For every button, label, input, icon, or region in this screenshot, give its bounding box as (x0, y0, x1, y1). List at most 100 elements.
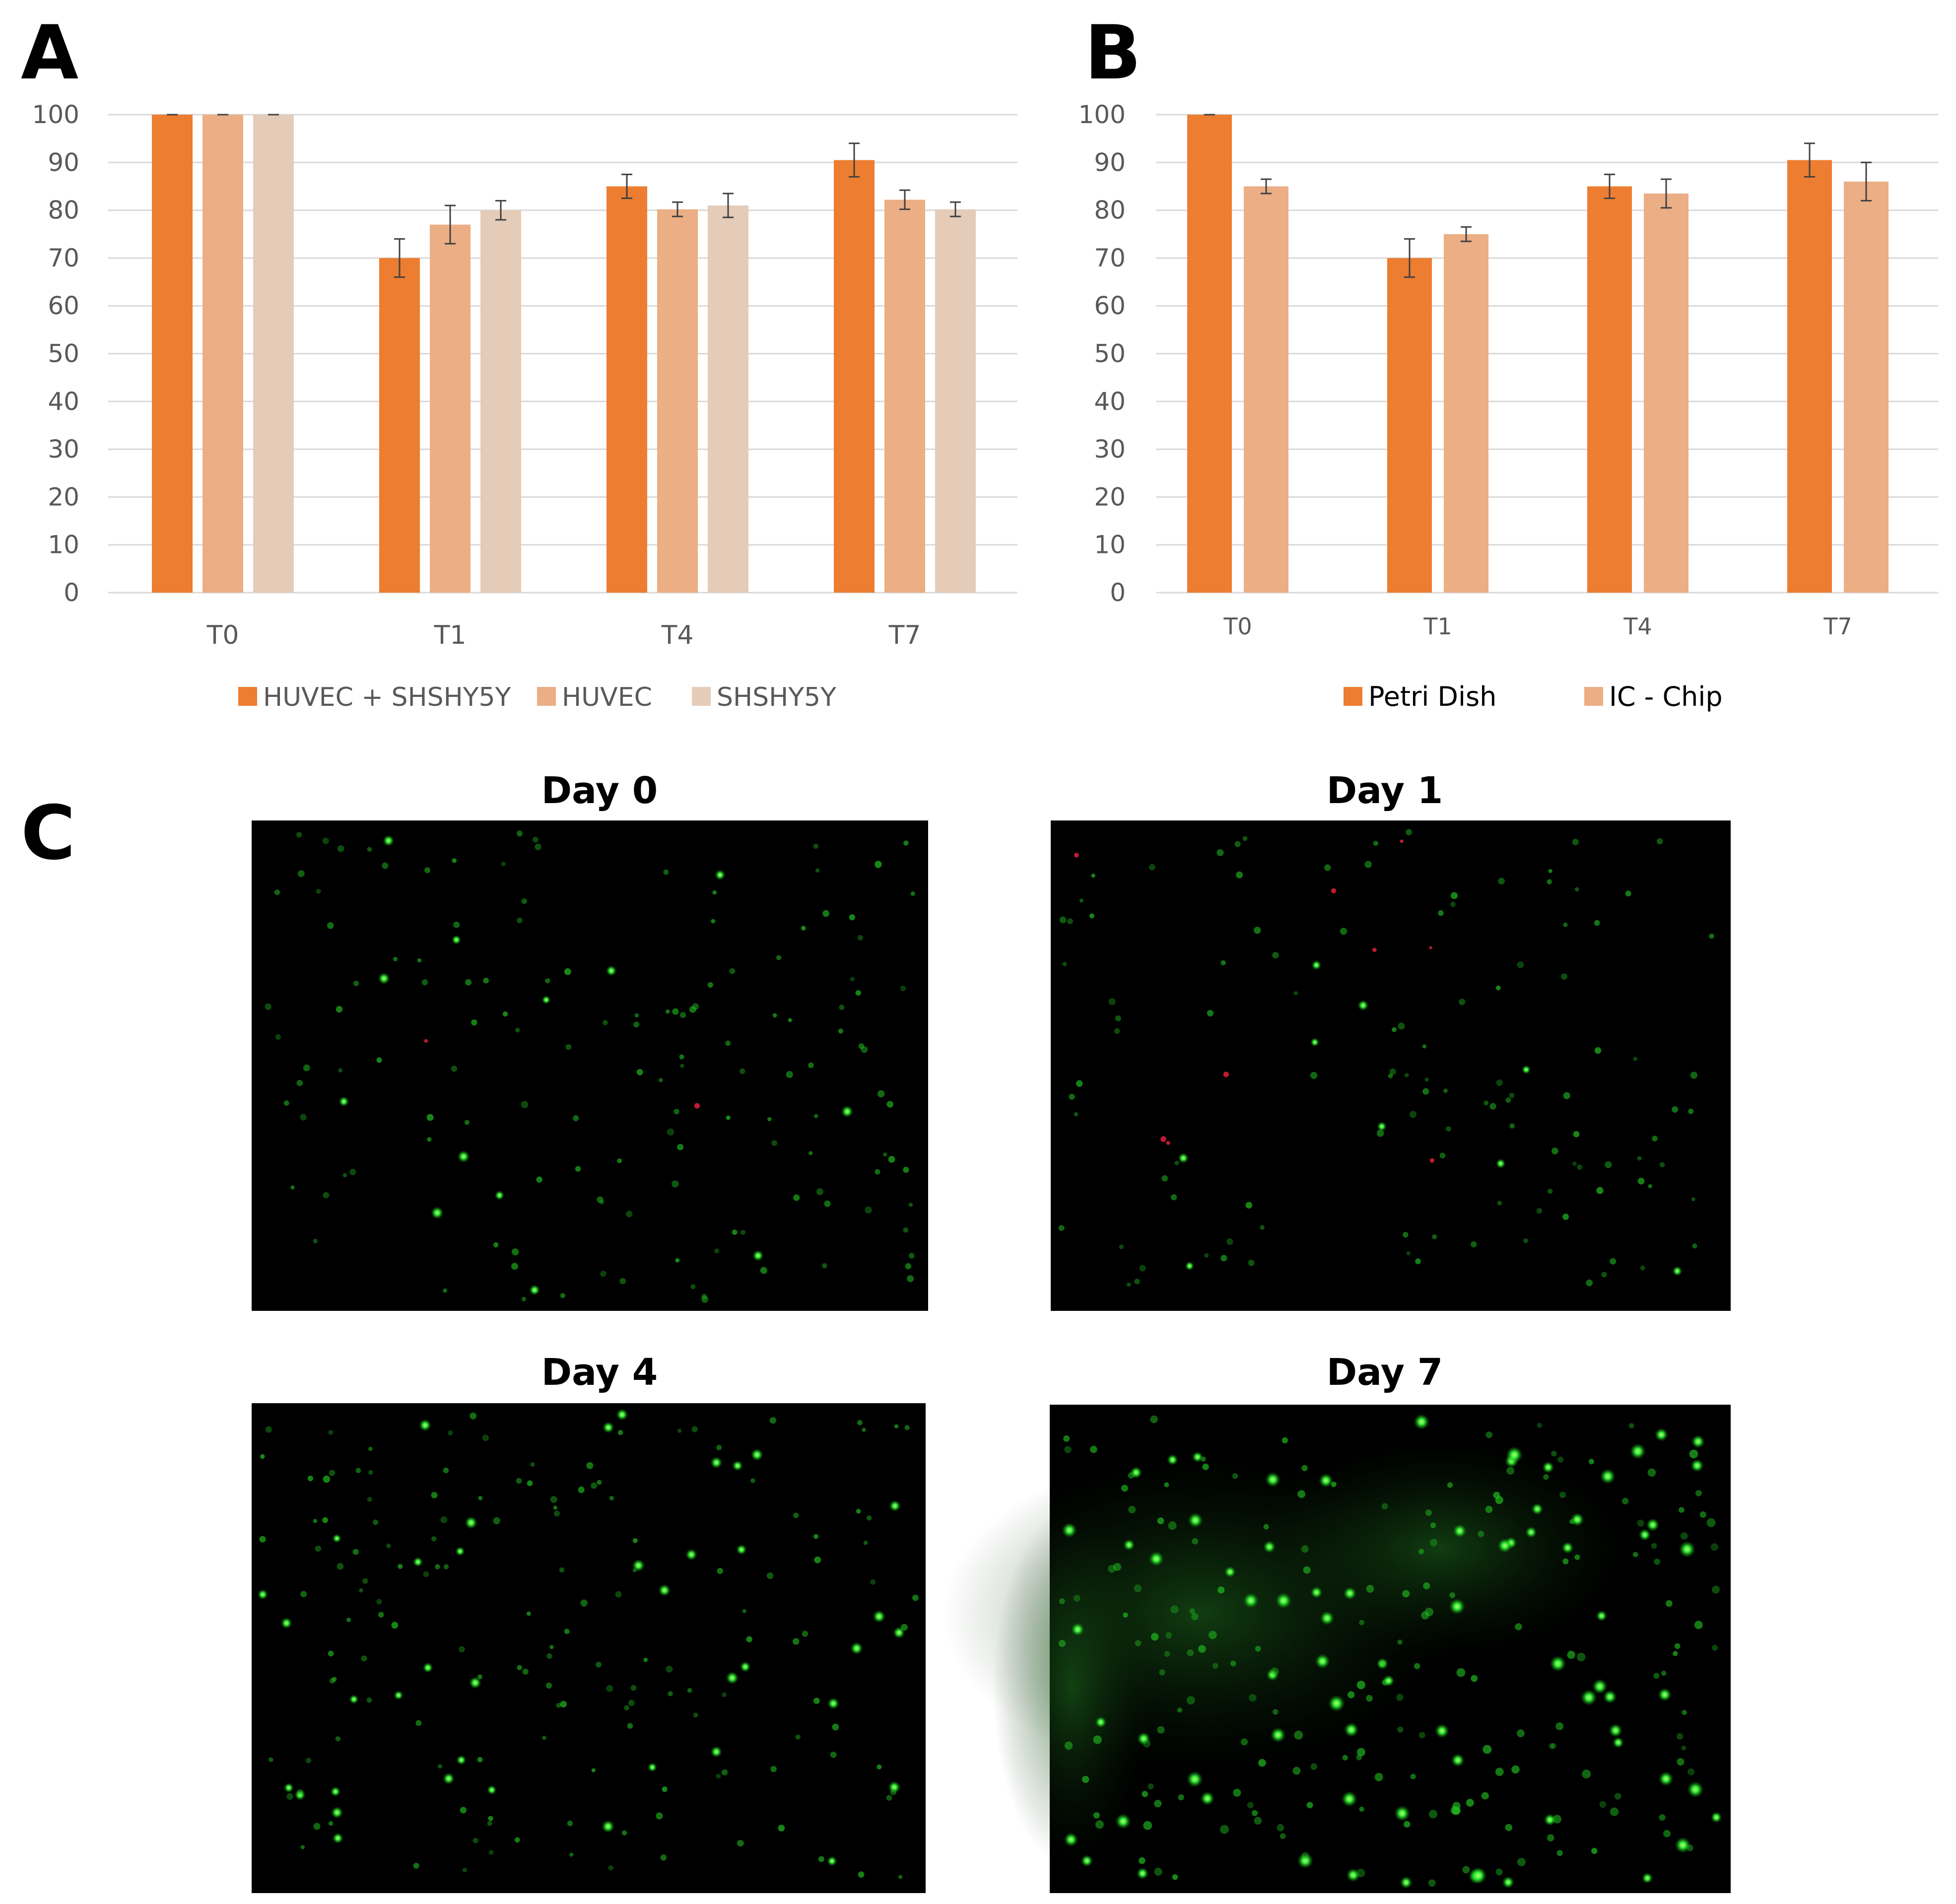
live-cell (636, 1069, 643, 1076)
live-cell (1599, 1801, 1607, 1808)
live-cell (1509, 1092, 1515, 1098)
live-cell (297, 1789, 303, 1795)
y-tick-label: 70 (48, 244, 79, 272)
live-cell (1429, 1539, 1438, 1547)
dead-cell (1429, 946, 1432, 950)
live-cell (477, 1757, 483, 1763)
dead-cell (1223, 1072, 1229, 1078)
live-cell (776, 955, 782, 960)
live-cell (415, 1720, 422, 1726)
live-cell (323, 1192, 330, 1199)
live-cell (1134, 1279, 1140, 1285)
live-cell (1080, 1855, 1093, 1867)
live-cell (283, 1782, 294, 1793)
live-cell (511, 1263, 518, 1270)
live-cell (1674, 1643, 1681, 1649)
chart-a: 0 10 20 30 40 50 60 70 80 90 100 T0 T1 T4 T7 HUVEC + SH… (32, 100, 1017, 712)
live-cell (517, 1665, 522, 1670)
live-cell (567, 1821, 573, 1827)
live-cell (1443, 1088, 1448, 1093)
live-cell (827, 1698, 839, 1709)
micrograph-image (252, 1403, 926, 1893)
live-cell (1128, 1505, 1136, 1513)
y-tick-label: 50 (1094, 340, 1126, 368)
live-cell (355, 1468, 361, 1473)
cell-layer (257, 1409, 919, 1879)
live-cell (737, 1839, 744, 1847)
x-tick-label: T4 (1623, 613, 1652, 640)
live-cell (1547, 879, 1552, 884)
live-cell (1415, 1258, 1421, 1264)
live-cell (1496, 1079, 1503, 1086)
live-cell (691, 1426, 698, 1432)
live-cell (1647, 1468, 1656, 1477)
live-cell (322, 837, 329, 844)
live-cell (307, 1476, 314, 1482)
live-cell (1082, 1775, 1089, 1783)
live-cell (663, 869, 669, 875)
live-cell (394, 1690, 404, 1700)
live-cell (1414, 1414, 1430, 1430)
bar (1444, 234, 1488, 593)
live-cell (608, 1865, 613, 1871)
live-cell (909, 1253, 915, 1259)
live-cell (296, 1080, 303, 1087)
live-cell (1306, 1802, 1313, 1809)
live-cell (1691, 1197, 1695, 1202)
live-cell (858, 1871, 865, 1878)
dead-cell (1160, 1136, 1166, 1142)
live-cell (515, 1027, 520, 1033)
live-cell (677, 1428, 682, 1433)
live-cell (680, 1064, 684, 1068)
live-cell (1151, 1632, 1159, 1641)
live-cell (1398, 1022, 1405, 1030)
live-cell (1646, 1518, 1660, 1532)
live-cell (674, 1108, 679, 1115)
live-cell (1275, 1592, 1292, 1609)
live-cell (771, 1140, 778, 1146)
live-cell (296, 832, 302, 838)
live-cell (752, 1250, 764, 1261)
live-cell (448, 1430, 453, 1435)
live-cell (602, 1820, 615, 1833)
live-cell (1663, 1830, 1671, 1837)
live-cell (338, 1068, 342, 1073)
live-cell (660, 1854, 667, 1861)
live-cell (1230, 1660, 1236, 1667)
live-cell (1675, 1837, 1691, 1853)
live-cell (1311, 960, 1322, 970)
live-cell (1497, 1538, 1512, 1553)
live-cell (1679, 1541, 1695, 1558)
live-cell (822, 1263, 827, 1269)
live-cell (886, 1101, 893, 1108)
live-cell (808, 1062, 814, 1068)
live-cell (1404, 1821, 1411, 1828)
live-cell (888, 1156, 895, 1163)
live-cell (1067, 918, 1074, 925)
live-cell (628, 1700, 635, 1706)
live-cell (1272, 952, 1279, 959)
live-cell (1076, 1080, 1083, 1087)
live-cell (742, 1609, 746, 1613)
live-cell (1157, 1517, 1164, 1524)
live-cell (1511, 1765, 1520, 1774)
live-cell (1069, 1093, 1075, 1100)
live-cell (707, 982, 714, 988)
live-cell (1621, 1497, 1629, 1504)
live-cell (1128, 1472, 1135, 1479)
live-cell (1366, 1695, 1373, 1702)
live-cell (1134, 1584, 1142, 1592)
live-cell (313, 1823, 321, 1830)
live-cell (1692, 1243, 1697, 1249)
live-cell (1456, 1668, 1466, 1677)
live-cell (770, 1766, 777, 1772)
live-cell (1577, 1164, 1582, 1170)
live-cell (597, 1196, 604, 1203)
dead-cell (1074, 853, 1079, 858)
live-cell (1605, 1161, 1612, 1168)
live-cell (517, 917, 523, 923)
live-cell (1658, 1771, 1674, 1786)
live-cell (1591, 1847, 1598, 1854)
live-cell (898, 1875, 903, 1879)
live-cell (512, 1248, 519, 1256)
